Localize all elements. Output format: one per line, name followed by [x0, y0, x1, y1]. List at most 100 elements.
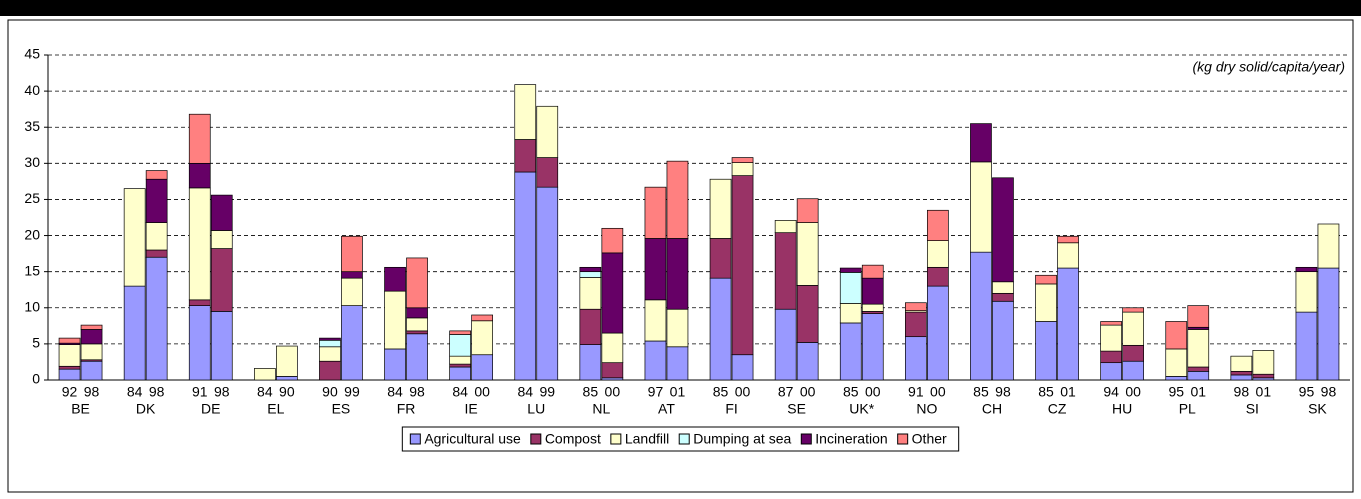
x-tick-label: 98	[214, 384, 230, 400]
bar-segment	[514, 171, 537, 381]
x-tick-label: 85	[843, 384, 859, 400]
bar-segment	[123, 285, 146, 381]
legend-label: Dumping at sea	[693, 431, 791, 447]
legend-label: Landfill	[625, 431, 669, 447]
bar-segment	[579, 308, 602, 345]
bar-segment	[579, 344, 602, 381]
bar-segment	[145, 170, 168, 180]
bar-segment	[1100, 350, 1123, 364]
bar-segment	[449, 330, 471, 335]
legend-swatch	[800, 433, 812, 445]
bar-segment	[970, 123, 992, 163]
bar-segment	[926, 285, 949, 381]
bar-segment	[861, 303, 884, 312]
bar-segment	[319, 337, 341, 341]
bar-segment	[796, 342, 819, 381]
x-tick-label: 91	[192, 384, 208, 400]
unit-annotation: (kg dry solid/capita/year)	[1192, 59, 1345, 75]
bar-segment	[992, 300, 1014, 381]
bar-segment	[80, 329, 103, 345]
bar-segment	[384, 348, 406, 381]
bar-segment	[709, 277, 732, 381]
y-tick-label: 40	[24, 82, 40, 98]
bar-segment	[1317, 267, 1340, 381]
x-tick-label: 85	[1038, 384, 1054, 400]
bar-segment	[1122, 344, 1145, 362]
bar-segment	[188, 305, 211, 381]
group-label: DE	[201, 401, 220, 417]
bar-segment	[579, 277, 602, 310]
bar-segment	[406, 257, 428, 309]
group-label: UK*	[849, 401, 874, 417]
bar-segment	[992, 281, 1014, 294]
bar-segment	[406, 333, 428, 381]
bar-segment	[644, 340, 667, 381]
bar-segment	[406, 317, 428, 332]
bar-segment	[341, 305, 363, 381]
x-tick-label: 01	[670, 384, 686, 400]
group-label: SE	[787, 401, 806, 417]
legend-swatch	[610, 433, 622, 445]
bar-segment	[1165, 321, 1188, 350]
bar-segment	[970, 251, 992, 381]
x-tick-label: 84	[127, 384, 143, 400]
x-tick-label: 98	[1234, 384, 1250, 400]
x-tick-label: 00	[1125, 384, 1141, 400]
bar-segment	[449, 366, 471, 381]
bar-segment	[210, 311, 233, 381]
bar-segment	[1187, 329, 1210, 368]
bar-segment	[1165, 348, 1188, 377]
legend-swatch	[409, 433, 421, 445]
x-tick-label: 99	[344, 384, 360, 400]
bar-segment	[1295, 266, 1318, 273]
bar-segment	[861, 264, 884, 279]
group-label: CZ	[1048, 401, 1067, 417]
bar-segment	[471, 320, 493, 356]
bar-segment	[319, 339, 341, 348]
bar-segment	[796, 285, 819, 343]
bar-segment	[904, 302, 927, 312]
bar-segment	[210, 230, 233, 249]
bar-segment	[188, 187, 211, 301]
x-tick-label: 01	[1256, 384, 1272, 400]
y-tick-label: 15	[24, 262, 40, 278]
bar-segment	[644, 299, 667, 342]
bar-segment	[666, 238, 689, 310]
bar-segment	[319, 346, 341, 362]
bar-segment	[796, 198, 819, 223]
bar-segment	[341, 277, 363, 306]
bar-segment	[644, 186, 667, 239]
bar-segment	[514, 139, 537, 173]
x-tick-label: 84	[257, 384, 273, 400]
group-label: SI	[1246, 401, 1259, 417]
bar-segment	[579, 271, 602, 278]
bar-segment	[471, 314, 493, 322]
bar-segment	[80, 343, 103, 361]
group-label: ES	[332, 401, 351, 417]
x-tick-label: 98	[149, 384, 165, 400]
bar-segment	[774, 232, 797, 310]
bar-segment	[1100, 362, 1123, 381]
legend-swatch	[678, 433, 690, 445]
x-tick-label: 85	[973, 384, 989, 400]
bar-segment	[145, 256, 168, 381]
x-tick-label: 95	[1168, 384, 1184, 400]
bar-segment	[601, 362, 624, 379]
bar-segment	[666, 346, 689, 381]
bar-segment	[926, 209, 949, 241]
group-label: AT	[658, 401, 675, 417]
group-label: NL	[592, 401, 610, 417]
x-tick-label: 91	[908, 384, 924, 400]
bar-segment	[449, 334, 471, 357]
group-label: FR	[397, 401, 416, 417]
bar-segment	[145, 249, 168, 258]
y-tick-label: 45	[24, 46, 40, 62]
bar-segment	[58, 368, 81, 381]
bar-segment	[145, 178, 168, 223]
bar-segment	[341, 271, 363, 279]
x-tick-label: 87	[778, 384, 794, 400]
x-tick-label: 94	[1103, 384, 1119, 400]
bar-segment	[731, 354, 754, 381]
bar-segment	[210, 194, 233, 231]
